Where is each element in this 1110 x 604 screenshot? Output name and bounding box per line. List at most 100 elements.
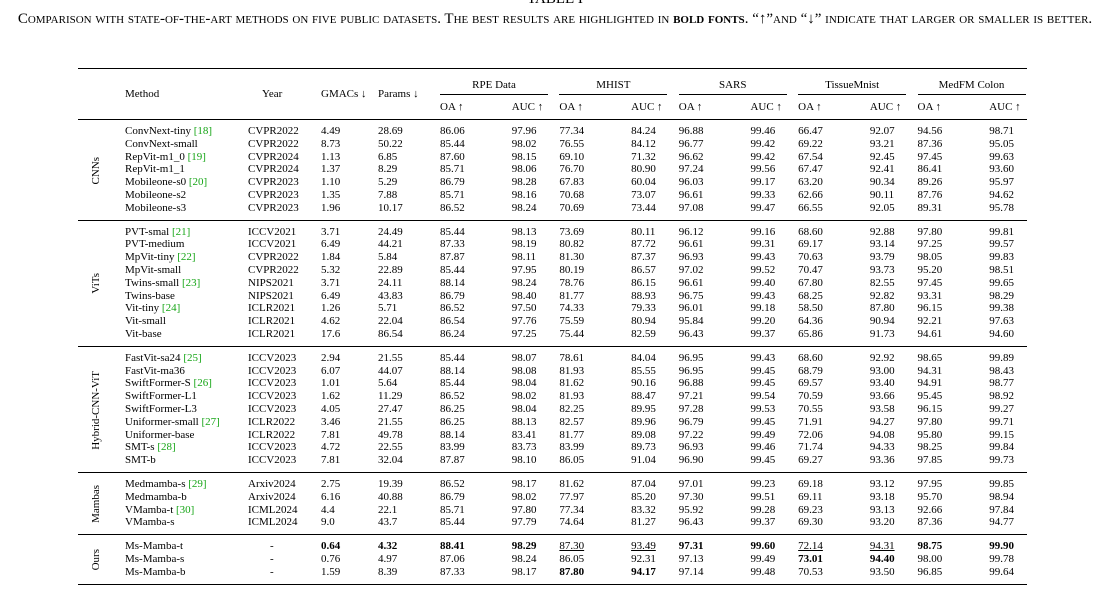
value: 98.17 [511,565,537,578]
method-name: ConvNext-tiny [125,125,191,137]
value: 70.53 [798,565,823,578]
value-cell: 86.15 [609,277,669,290]
value-cell: 80.11 [609,220,669,238]
value-cell: 97.01 [669,472,729,490]
group: ViTs PVT-smal [21] ICCV2021 3.71 24.49 85.44 9… [78,220,1027,346]
year-cell: - [270,565,274,578]
value-cell: 99.90 [967,535,1027,553]
method-name: RepVit-m1_0 [125,150,185,163]
value: 99.43 [750,289,776,302]
value: 93.66 [869,390,895,403]
value: 93.20 [869,516,895,529]
year-cell: Arxiv2024 [248,490,296,503]
value-cell: 83.73 [490,441,550,454]
value: 6.49 [321,289,341,302]
value-cell: 98.29 [490,535,550,553]
value-cell: 97.79 [490,516,550,534]
value-cell: 10.17 [372,202,430,220]
value-cell: 3.71 [315,220,372,238]
value-cell: 2.94 [315,346,372,364]
value-cell: 1.26 [315,302,372,315]
value-cell: 22.89 [372,264,430,277]
metric-header: OA ↑ [798,100,822,113]
value-cell: 93.18 [848,491,908,504]
value: 93.00 [869,364,895,377]
value: 97.95 [511,263,537,276]
value-cell: 92.21 [908,315,968,328]
value-cell: 1.35 [315,189,372,202]
value-cell: 98.06 [490,163,550,176]
value: 85.71 [440,503,465,516]
value-cell: 86.25 [430,403,490,416]
value: 87.37 [631,251,656,264]
value-cell: 21.55 [372,416,430,429]
value: 87.72 [631,238,656,251]
value-cell: 63.20 [788,176,848,189]
value-cell: 81.77 [549,290,609,303]
method-cell: FastVit-ma36 [115,365,240,378]
value-cell: 96.77 [669,138,729,151]
value-cell: 94.08 [848,429,908,442]
value: 95.80 [917,428,943,441]
table-row: Ours Ms-Mamba-t - 0.64 4.32 88.41 98.29 87.30 93… [78,535,1027,570]
value-cell: 85.44 [430,264,490,277]
value-cell: 4.62 [315,315,372,328]
value-cell: 86.05 [549,553,609,566]
caption: Comparison with state-of-the-art methods… [0,9,1110,30]
value: 93.12 [869,477,895,490]
method-cell: PVT-smal [21] [115,220,240,238]
value: 24.11 [378,276,403,289]
value: 75.44 [559,327,585,340]
value: 99.17 [750,176,776,189]
value-cell: 70.53 [788,566,848,584]
year-cell: CVPR2022 [248,125,299,137]
value-cell: 99.46 [728,120,788,138]
value: 94.91 [917,377,943,390]
value-cell: 95.92 [669,504,729,517]
value-cell: 75.44 [549,328,609,346]
method-cell: Mobileone-s0 [20] [115,176,240,189]
value: 98.04 [511,377,537,390]
group-cell: Ours [78,535,115,584]
method-cell: Ms-Mamba-t [115,535,240,553]
value: 98.24 [511,552,537,565]
value-cell: 95.70 [908,491,968,504]
value: 99.37 [750,516,776,529]
value-cell: 98.28 [490,176,550,189]
value-cell: 89.08 [609,429,669,442]
value: 3.46 [321,415,341,428]
value: 93.18 [869,490,895,503]
value-cell: 89.73 [609,441,669,454]
value-cell: 89.31 [908,202,968,220]
value-cell: 6.49 [315,238,372,251]
value-cell: 81.62 [549,377,609,390]
value-cell: 99.52 [728,264,788,277]
value: 70.63 [798,251,823,264]
value: 94.31 [869,540,895,553]
value: 91.73 [869,327,895,340]
value-cell: 94.17 [609,566,669,584]
value-cell: 85.44 [430,220,490,238]
value: 85.44 [440,137,465,150]
value: 86.52 [440,201,465,214]
value-cell: 96.43 [669,328,729,346]
method-name: Vit-small [125,315,166,328]
value: 97.14 [678,565,704,578]
year-cell: CVPR2024 [248,150,299,163]
method-cell: Vit-tiny [24] [115,302,240,315]
year-cell: CVPR2023 [248,201,299,214]
value-cell: 97.31 [669,535,729,553]
dataset-header: SARS [669,69,788,95]
value-cell: 98.92 [967,390,1027,403]
value: 95.70 [917,490,943,503]
value-cell: 98.25 [908,441,968,454]
value-cell: 97.95 [490,264,550,277]
value: 98.08 [511,364,537,377]
value: 97.24 [678,163,704,176]
value-cell: 1.10 [315,176,372,189]
value: 11.29 [378,390,403,403]
year-cell: - [270,540,274,553]
value: 0.64 [321,540,341,553]
value-cell: 85.71 [430,163,490,176]
value-cell: 6.49 [315,290,372,303]
